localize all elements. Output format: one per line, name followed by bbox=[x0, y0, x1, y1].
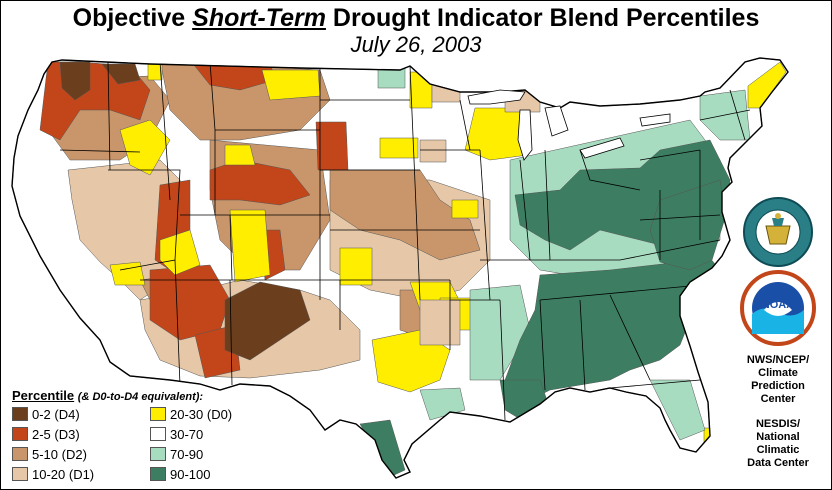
doc-seal bbox=[742, 196, 814, 268]
legend-heading: Percentile bbox=[12, 388, 75, 403]
legend-label: 0-2 (D4) bbox=[32, 406, 80, 422]
region-wet-70-florida bbox=[649, 379, 706, 441]
state-boundaries bbox=[59, 61, 751, 421]
lake-erie bbox=[579, 137, 625, 159]
ncep-line-1: NWS/NCEP/ bbox=[746, 354, 810, 366]
region-d0-minnesota bbox=[409, 71, 433, 109]
legend-item-d2: 5-10 (D2) bbox=[12, 446, 87, 462]
lake-ontario bbox=[639, 113, 671, 127]
legend-swatch bbox=[12, 407, 28, 421]
nesdis-line-2: National bbox=[756, 431, 800, 443]
noaa-seal: NOAA bbox=[740, 270, 816, 346]
legend-swatch bbox=[12, 427, 28, 441]
region-d0-idaho bbox=[119, 119, 171, 176]
nesdis-line-1: NESDIS/ bbox=[755, 418, 800, 430]
ncep-line-2: Climate bbox=[758, 367, 798, 379]
region-d0-kansas bbox=[339, 247, 373, 286]
map-title: Objective Short-Term Drought Indicator B… bbox=[0, 4, 832, 33]
region-d4-idaho bbox=[101, 63, 141, 85]
ncep-credit: NWS/NCEP/ Climate Prediction Center bbox=[736, 354, 820, 406]
legend-subheading: (& D0-to-D4 equivalent): bbox=[77, 391, 204, 403]
nesdis-credit: NESDIS/ National Climatic Data Center bbox=[736, 418, 820, 470]
legend-label: 90-100 bbox=[170, 466, 211, 482]
region-d0-missouri bbox=[451, 199, 479, 219]
region-d0-south-nevada bbox=[109, 261, 146, 286]
legend-swatch bbox=[150, 467, 166, 481]
region-d1-illinois bbox=[419, 139, 447, 163]
ncep-line-3: Prediction bbox=[751, 380, 805, 392]
legend-swatch bbox=[12, 467, 28, 481]
map-date: July 26, 2003 bbox=[350, 32, 482, 57]
map-legend: Percentile (& D0-to-D4 equivalent): 0-2 … bbox=[10, 388, 280, 486]
nesdis-line-4: Data Center bbox=[747, 457, 809, 469]
legend-label: 70-90 bbox=[170, 446, 204, 462]
region-d2-plains bbox=[329, 169, 481, 261]
legend-item-d1: 10-20 (D1) bbox=[12, 466, 94, 482]
great-lakes bbox=[467, 89, 671, 161]
legend-item-wet-90: 90-100 bbox=[150, 466, 210, 482]
legend-swatch bbox=[150, 427, 166, 441]
region-d1-minnesota bbox=[431, 65, 461, 103]
lake-huron bbox=[544, 105, 569, 137]
title-emphasis: Short-Term bbox=[192, 4, 326, 32]
legend-label: 10-20 (D1) bbox=[32, 466, 95, 482]
us-outline bbox=[11, 57, 789, 479]
region-wet-90-appalachia bbox=[649, 179, 727, 271]
title-suffix: Drought Indicator Blend Percentiles bbox=[325, 4, 760, 32]
legend-label: 30-70 bbox=[170, 426, 204, 442]
title-prefix: Objective bbox=[72, 4, 193, 32]
region-d0-utah bbox=[159, 229, 201, 276]
region-d4-northwest bbox=[59, 61, 91, 101]
legend-label: 2-5 (D3) bbox=[32, 426, 80, 442]
region-d0-wyoming-mid bbox=[224, 144, 256, 166]
legend-swatch bbox=[150, 407, 166, 421]
lake-superior bbox=[467, 89, 526, 105]
lake-michigan bbox=[517, 109, 533, 161]
region-d1-eastern-ok bbox=[419, 299, 461, 346]
region-d0-iowa bbox=[379, 137, 419, 159]
ncep-line-4: Center bbox=[760, 393, 796, 405]
noaa-logo-icon: NOAA bbox=[740, 270, 816, 346]
legend-item-normal: 30-70 bbox=[150, 426, 203, 442]
legend-item-wet-70: 70-90 bbox=[150, 446, 203, 462]
legend-item-d0: 20-30 (D0) bbox=[150, 406, 232, 422]
legend-label: 20-30 (D0) bbox=[170, 406, 233, 422]
commerce-seal-icon bbox=[743, 197, 813, 267]
region-d3-black-hills bbox=[315, 121, 349, 171]
legend-item-d3: 2-5 (D3) bbox=[12, 426, 80, 442]
nesdis-line-3: Climatic bbox=[756, 444, 800, 456]
region-d0-nd-mt bbox=[261, 69, 321, 101]
legend-title: Percentile (& D0-to-D4 equivalent): bbox=[12, 388, 203, 403]
region-d0-colorado-west bbox=[229, 209, 271, 283]
legend-swatch bbox=[150, 447, 166, 461]
legend-label: 5-10 (D2) bbox=[32, 446, 87, 462]
legend-swatch bbox=[12, 447, 28, 461]
noaa-seal-text: NOAA bbox=[762, 299, 794, 311]
legend-item-d4: 0-2 (D4) bbox=[12, 406, 80, 422]
region-d4-new-mexico bbox=[224, 281, 311, 361]
